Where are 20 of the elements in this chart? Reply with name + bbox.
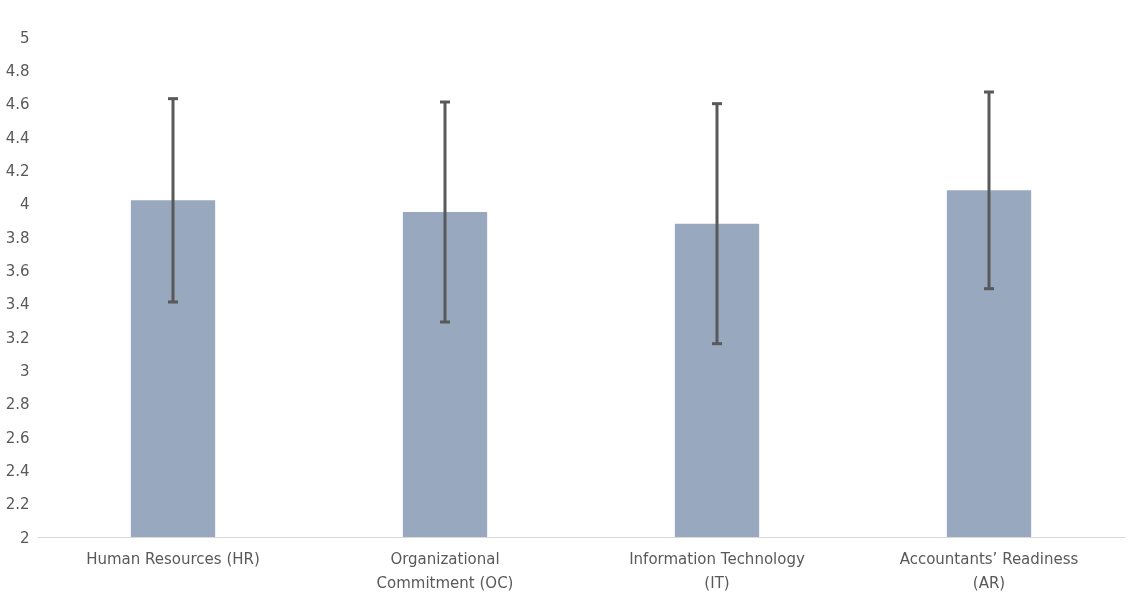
y-tick-label: 4.2 [5, 161, 30, 180]
y-tick-label: 2.8 [5, 395, 30, 414]
y-tick-label: 5 [19, 28, 30, 47]
y-tick-label: 3.6 [5, 261, 30, 280]
y-tick-label: 3.4 [5, 295, 30, 314]
y-tick-label: 4.4 [5, 128, 30, 147]
y-tick-label: 2.2 [5, 495, 30, 514]
y-tick-label: 2.4 [5, 461, 30, 480]
y-tick-label: 2 [19, 528, 30, 547]
y-tick-label: 3 [19, 361, 30, 380]
x-tick-label: Organizational Commitment (OC) [376, 549, 514, 592]
y-tick-label: 4.8 [5, 61, 30, 80]
x-tick-label: Human Resources (HR) [86, 549, 260, 568]
y-tick-label: 2.6 [5, 428, 30, 447]
y-tick-label: 3.8 [5, 228, 30, 247]
y-tick-label: 4.6 [5, 95, 30, 114]
y-tick-label: 3.2 [5, 328, 30, 347]
x-tick-label: Information Technology (IT) [629, 549, 805, 592]
x-tick-label: Accountants’ Readiness (AR) [899, 549, 1079, 592]
y-tick-label: 4 [19, 195, 30, 214]
